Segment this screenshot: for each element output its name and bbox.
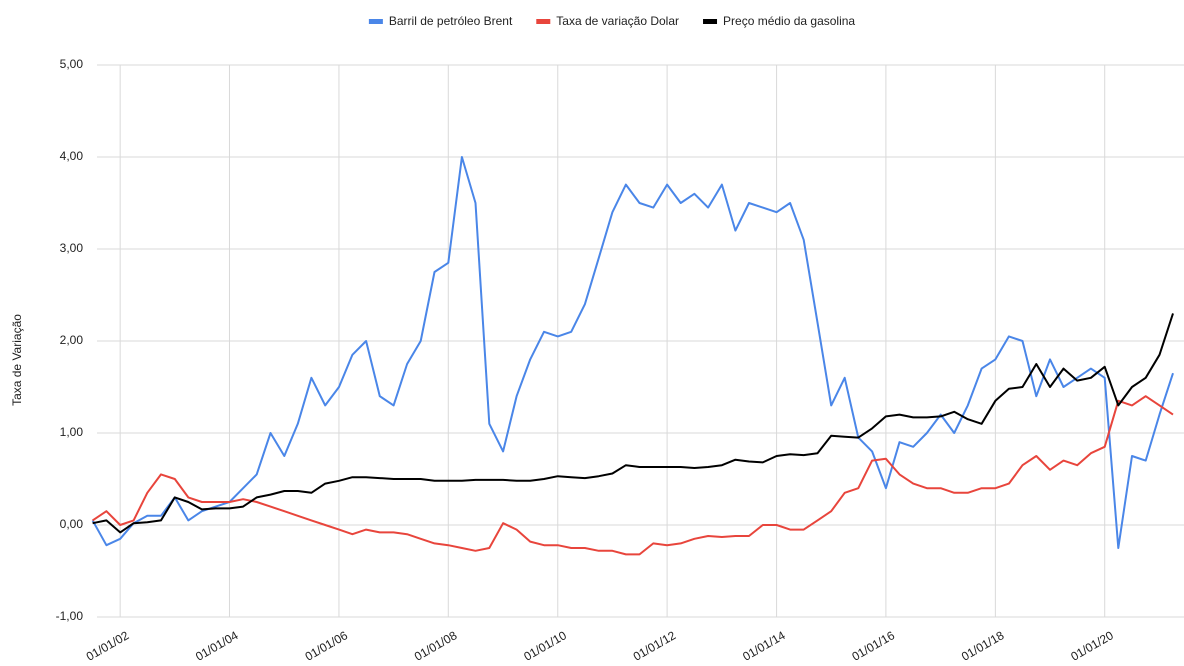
legend-swatch [368, 19, 383, 24]
y-tick-label: 4,00 [60, 149, 84, 163]
x-tick-label: 01/01/14 [740, 628, 788, 664]
x-tick-label: 01/01/08 [412, 628, 460, 664]
y-axis-label: Taxa de Variação [10, 314, 24, 406]
y-tick-label: 3,00 [60, 241, 84, 255]
series-line [92, 313, 1174, 534]
x-tick-label: 01/01/06 [303, 628, 351, 664]
x-tick-label: 01/01/02 [84, 628, 132, 664]
legend-swatch [703, 19, 718, 24]
y-tick-label: 1,00 [60, 425, 84, 439]
x-tick-label: 01/01/04 [193, 628, 241, 664]
x-tick-label: 01/01/12 [631, 628, 679, 664]
legend-label: Preço médio da gasolina [723, 14, 855, 28]
x-tick-label: 01/01/18 [959, 628, 1007, 664]
y-tick-label: 0,00 [60, 517, 84, 531]
y-tick-label: 5,00 [60, 57, 84, 71]
y-tick-label: -1,00 [56, 609, 84, 623]
legend: Barril de petróleo Brent Taxa de variação… [368, 14, 855, 28]
legend-label: Barril de petróleo Brent [389, 14, 513, 28]
x-tick-label: 01/01/20 [1068, 628, 1116, 664]
x-tick-label: 01/01/10 [521, 628, 569, 664]
legend-label: Taxa de variação Dolar [556, 14, 679, 28]
x-tick-label: 01/01/16 [850, 628, 898, 664]
legend-swatch [536, 19, 551, 24]
y-tick-label: 2,00 [60, 333, 84, 347]
series-line [91, 156, 1174, 549]
series-line [92, 395, 1174, 556]
